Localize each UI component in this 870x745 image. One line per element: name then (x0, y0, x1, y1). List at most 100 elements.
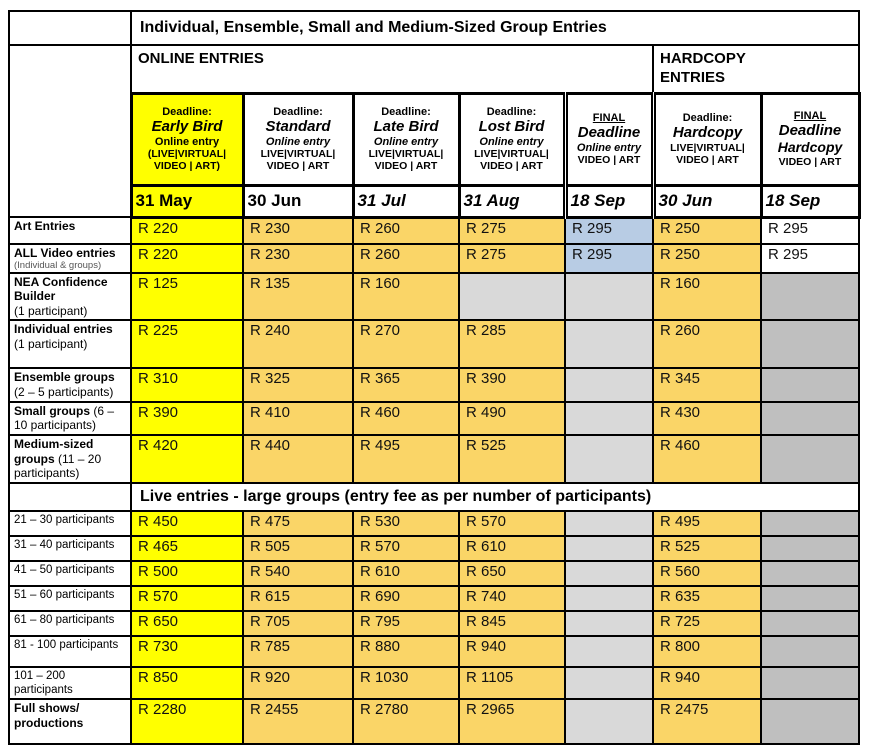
row-label: Ensemble groups (2 – 5 participants) (8, 367, 132, 403)
row-label: ALL Video entries (Individual & groups) (8, 243, 132, 274)
row-label-main: Ensemble groups (14, 370, 115, 385)
price-cell: R 275 (458, 243, 566, 274)
hardcopy-entries-header: HARDCOPY ENTRIES (652, 44, 860, 94)
price-cell: R 705 (242, 609, 354, 637)
date-hardcopy: 30 Jun (650, 183, 763, 219)
date-early-bird: 31 May (129, 183, 245, 219)
price-cell: R 275 (458, 216, 566, 245)
price-cell: R 260 (352, 243, 460, 274)
date-final-online: 18 Sep (562, 183, 655, 219)
price-cell: R 650 (458, 559, 566, 587)
price-cell: R 795 (352, 609, 460, 637)
price-cell: R 2280 (130, 697, 244, 745)
price-cell: R 250 (652, 216, 762, 245)
price-cell: R 365 (352, 367, 460, 403)
price-cell: R 430 (652, 400, 762, 436)
date-standard: 30 Jun (241, 183, 355, 219)
price-cell: R 390 (130, 400, 244, 436)
row-label-main: 81 - 100 participants (14, 638, 119, 651)
price-cell: R 785 (242, 634, 354, 668)
price-cell: R 260 (652, 319, 762, 370)
price-cell: R 570 (458, 509, 566, 537)
deadline-label: Deadline: (381, 105, 431, 118)
row-label: Individual entries (1 participant) (8, 319, 132, 370)
not-available-cell (458, 271, 566, 322)
media-types-line2: VIDEO | ART (374, 160, 438, 173)
online-entries-label: ONLINE ENTRIES (138, 50, 264, 67)
date-lost-bird: 31 Aug (457, 183, 567, 219)
page-title: Individual, Ensemble, Small and Medium-S… (130, 10, 860, 46)
price-cell: R 530 (352, 509, 460, 537)
row-label-main: 51 – 60 participants (14, 588, 115, 601)
price-cell: R 220 (130, 216, 244, 245)
price-cell: R 390 (458, 367, 566, 403)
column-header-hardcopy: Deadline: Hardcopy LIVE|VIRTUAL| VIDEO |… (650, 91, 763, 187)
row-label: 41 – 50 participants (8, 559, 132, 587)
not-available-cell (564, 509, 654, 537)
not-available-cell (564, 271, 654, 322)
price-cell: R 295 (760, 216, 860, 245)
entry-type-label: Online entry (373, 135, 439, 148)
column-header-lost-bird: Deadline: Lost Bird Online entry LIVE|VI… (457, 91, 567, 187)
deadline-label: Deadline: (273, 105, 323, 118)
entry-type-label: Online entry (154, 135, 220, 148)
row-label-main: Individual entries (14, 322, 113, 337)
row-label: 101 – 200 participants (8, 665, 132, 700)
column-header-final-online: FINAL Deadline Online entry VIDEO | ART (562, 91, 655, 187)
price-cell: R 310 (130, 367, 244, 403)
price-cell: R 465 (130, 534, 244, 562)
row-label-main: Full shows/ productions (14, 700, 84, 730)
entry-fee-table: Individual, Ensemble, Small and Medium-S… (8, 10, 861, 745)
row-label: Medium-sized groups (11 – 20 participant… (8, 433, 132, 484)
price-cell: R 615 (242, 584, 354, 612)
price-cell: R 560 (652, 559, 762, 587)
row-label: 31 – 40 participants (8, 534, 132, 562)
final-label: FINAL (592, 111, 626, 124)
not-available-cell (564, 559, 654, 587)
deadline-label: Deadline: (682, 111, 733, 124)
row-label-main: ALL Video entries (14, 246, 116, 260)
media-types-line1: LIVE|VIRTUAL| (260, 148, 336, 161)
row-label: NEA Confidence Builder (1 participant) (8, 271, 132, 322)
column-name: Hardcopy (672, 124, 743, 142)
price-cell: R 495 (652, 509, 762, 537)
price-cell: R 220 (130, 243, 244, 274)
media-types-line1: LIVE|VIRTUAL| (474, 148, 549, 161)
price-cell: R 2455 (242, 697, 354, 745)
price-cell: R 410 (242, 400, 354, 436)
not-available-cell (760, 319, 860, 370)
price-cell: R 240 (242, 319, 354, 370)
media-types-line1: LIVE|VIRTUAL| (670, 142, 745, 155)
not-available-cell (760, 634, 860, 668)
row-label-detail: (1 participant) (14, 303, 88, 318)
row-label-main: Medium-sized groups (14, 436, 94, 466)
price-cell: R 920 (242, 665, 354, 700)
price-cell: R 740 (458, 584, 566, 612)
price-cell: R 845 (458, 609, 566, 637)
media-types-line2: VIDEO | ART (577, 154, 641, 167)
row-label-main: 21 – 30 participants (14, 513, 115, 526)
column-name: Deadline (778, 122, 842, 140)
column-header-standard: Deadline: Standard Online entry LIVE|VIR… (241, 91, 355, 187)
deadline-label: Deadline: (162, 105, 212, 118)
price-cell: R 800 (652, 634, 762, 668)
price-cell: R 230 (242, 243, 354, 274)
final-label: FINAL (793, 109, 827, 122)
price-cell: R 345 (652, 367, 762, 403)
price-cell: R 295 (760, 243, 860, 274)
price-cell: R 160 (352, 271, 460, 322)
row-label: 81 - 100 participants (8, 634, 132, 668)
price-cell: R 635 (652, 584, 762, 612)
price-cell: R 570 (130, 584, 244, 612)
row-label-main: Small groups (14, 403, 91, 418)
row-label-detail: (1 participant) (14, 337, 88, 352)
price-cell: R 230 (242, 216, 354, 245)
price-cell: R 490 (458, 400, 566, 436)
price-cell: R 135 (242, 271, 354, 322)
deadline-label: Deadline: (486, 105, 537, 118)
not-available-cell (564, 319, 654, 370)
media-types-line2: VIDEO | ART) (153, 160, 221, 173)
price-cell: R 420 (130, 433, 244, 484)
not-available-cell (564, 634, 654, 668)
not-available-cell (760, 367, 860, 403)
